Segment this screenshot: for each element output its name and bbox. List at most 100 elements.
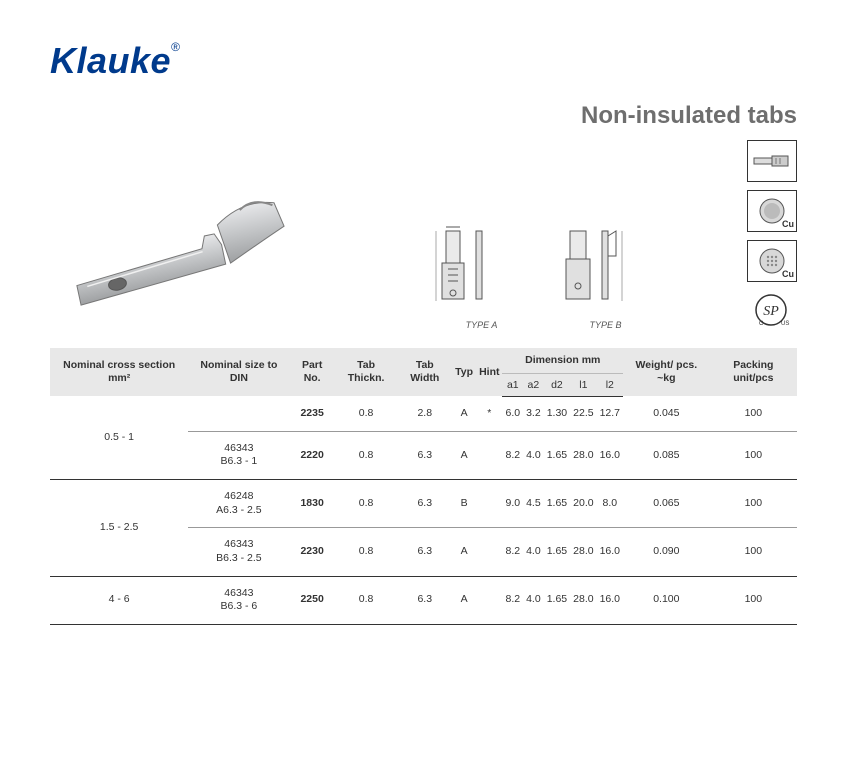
cell-cross: 0.5 - 1 (50, 397, 188, 480)
cell-thick: 0.8 (335, 576, 398, 624)
type-a-label: TYPE A (432, 320, 532, 330)
svg-text:C: C (759, 321, 764, 327)
csa-icon: SP C US (747, 290, 795, 330)
cell-a2: 4.5 (523, 480, 544, 528)
cell-cross: 1.5 - 2.5 (50, 480, 188, 577)
svg-text:US: US (781, 321, 789, 327)
cell-part: 2220 (289, 431, 334, 479)
technical-drawings: TYPE A TYPE B (432, 201, 656, 330)
cell-thick: 0.8 (335, 528, 398, 576)
cell-wt: 0.085 (623, 431, 710, 479)
th-part: Part No. (289, 348, 334, 397)
th-dim: Dimension mm (502, 348, 623, 374)
type-b-label: TYPE B (556, 320, 656, 330)
cell-l1: 20.0 (570, 480, 596, 528)
cell-pk: 100 (710, 576, 797, 624)
table-row: 1.5 - 2.546248A6.3 - 2.518300.86.3B9.04.… (50, 480, 797, 528)
th-din: Nominal size to DIN (188, 348, 289, 397)
cell-a1: 9.0 (502, 480, 523, 528)
cell-a2: 3.2 (523, 397, 544, 432)
cell-typ: A (452, 431, 476, 479)
cell-l1: 28.0 (570, 528, 596, 576)
cell-typ: A (452, 528, 476, 576)
th-a2: a2 (523, 374, 544, 397)
product-photo (50, 150, 340, 330)
cell-d2: 1.65 (544, 480, 570, 528)
cell-a2: 4.0 (523, 576, 544, 624)
th-thick: Tab Thickn. (335, 348, 398, 397)
table-body: 0.5 - 122350.82.8A*6.03.21.3022.512.70.0… (50, 397, 797, 625)
cell-thick: 0.8 (335, 397, 398, 432)
page-title: Non-insulated tabs (50, 102, 797, 130)
th-width: Tab Width (397, 348, 452, 397)
cell-width: 6.3 (397, 431, 452, 479)
cell-din (188, 397, 289, 432)
cell-pk: 100 (710, 397, 797, 432)
cell-part: 2235 (289, 397, 334, 432)
th-packing: Packing unit/pcs (710, 348, 797, 397)
cell-a1: 8.2 (502, 576, 523, 624)
cell-typ: B (452, 480, 476, 528)
table-row: 0.5 - 122350.82.8A*6.03.21.3022.512.70.0… (50, 397, 797, 432)
cell-part: 2250 (289, 576, 334, 624)
cell-l2: 12.7 (597, 397, 623, 432)
cell-hint (476, 528, 502, 576)
svg-text:SP: SP (763, 304, 779, 319)
cell-cross: 4 - 6 (50, 576, 188, 624)
cell-d2: 1.30 (544, 397, 570, 432)
cell-din: 46343B6.3 - 1 (188, 431, 289, 479)
tech-type-a: TYPE A (432, 201, 532, 330)
cell-wt: 0.045 (623, 397, 710, 432)
cu-circle-2-icon: Cu (747, 240, 797, 282)
cell-din: 46343B6.3 - 6 (188, 576, 289, 624)
cell-din: 46343B6.3 - 2.5 (188, 528, 289, 576)
cell-l2: 8.0 (597, 480, 623, 528)
registered-mark: ® (171, 40, 180, 54)
cell-typ: A (452, 397, 476, 432)
cell-d2: 1.65 (544, 431, 570, 479)
brand-name: Klauke (50, 40, 171, 81)
cert-column: Cu Cu SP C US (747, 140, 797, 330)
brand-logo: Klauke® (50, 40, 180, 82)
cell-pk: 100 (710, 431, 797, 479)
cell-l2: 16.0 (597, 431, 623, 479)
cell-l2: 16.0 (597, 576, 623, 624)
cell-thick: 0.8 (335, 431, 398, 479)
cell-din: 46248A6.3 - 2.5 (188, 480, 289, 528)
cell-typ: A (452, 576, 476, 624)
connector-icon (747, 140, 797, 182)
cu-label-2: Cu (782, 269, 794, 279)
th-l1: l1 (570, 374, 596, 397)
th-typ: Typ (452, 348, 476, 397)
cell-width: 6.3 (397, 576, 452, 624)
cell-pk: 100 (710, 528, 797, 576)
th-cross: Nominal cross section mm² (50, 348, 188, 397)
mid-row: TYPE A TYPE B (50, 140, 797, 330)
cell-part: 1830 (289, 480, 334, 528)
cell-l1: 28.0 (570, 576, 596, 624)
th-a1: a1 (502, 374, 523, 397)
cell-l2: 16.0 (597, 528, 623, 576)
th-l2: l2 (597, 374, 623, 397)
cell-a1: 8.2 (502, 431, 523, 479)
tech-type-b: TYPE B (556, 201, 656, 330)
th-d2: d2 (544, 374, 570, 397)
cu-label-1: Cu (782, 219, 794, 229)
cell-l1: 28.0 (570, 431, 596, 479)
cell-hint (476, 576, 502, 624)
table-row: 4 - 646343B6.3 - 622500.86.3A 8.24.01.652… (50, 576, 797, 624)
cell-hint (476, 431, 502, 479)
cell-d2: 1.65 (544, 528, 570, 576)
cell-hint: * (476, 397, 502, 432)
cell-a1: 8.2 (502, 528, 523, 576)
cell-a2: 4.0 (523, 431, 544, 479)
cell-width: 6.3 (397, 528, 452, 576)
cell-width: 6.3 (397, 480, 452, 528)
cell-d2: 1.65 (544, 576, 570, 624)
cell-wt: 0.090 (623, 528, 710, 576)
th-weight: Weight/ pcs. ~kg (623, 348, 710, 397)
cell-a2: 4.0 (523, 528, 544, 576)
cell-width: 2.8 (397, 397, 452, 432)
spec-table: Nominal cross section mm² Nominal size t… (50, 348, 797, 625)
cell-wt: 0.100 (623, 576, 710, 624)
